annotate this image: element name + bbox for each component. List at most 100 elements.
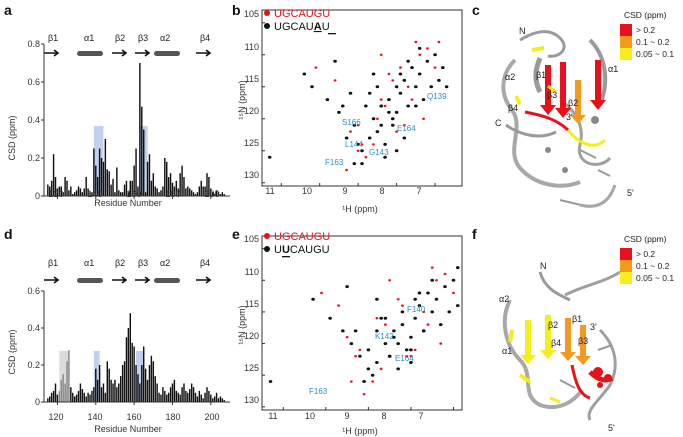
peak-black [430,278,435,282]
csd-bar [100,387,103,402]
peak-red [333,79,337,82]
csd-bar [133,165,135,196]
peak-red [422,310,426,314]
ss-arrow-b3-d [135,276,151,284]
peak-red [410,98,414,101]
peak-red [379,367,383,371]
csd-bar [144,368,147,402]
ss-helix-a1-d [77,278,103,283]
csd-bar [116,387,118,402]
csd-bar [208,177,210,196]
csd-bar [215,392,218,402]
peak-red [358,348,362,352]
csd-bar [96,177,99,196]
csd-bar [198,186,201,196]
peak-red [349,380,353,383]
csd-bar [154,186,156,196]
peak-red [406,85,410,89]
csd-bar [167,177,170,196]
y-tick-d-0: 0 [35,397,40,407]
peak-black [396,342,400,346]
residue-label-e164-b: E164 [397,124,416,133]
csd-bar [83,188,85,196]
ss-arrow-b1 [44,49,60,57]
csd-bar [60,379,62,402]
x-tick-a-200: 200 [204,189,219,199]
csd-bar [150,180,153,196]
struct-label-a2-f: α2 [499,294,509,304]
csd-bar [106,169,108,196]
csd-legend-swatch-yellow-f [620,272,632,284]
peak-black [421,329,426,333]
ss-label-a2: α2 [160,33,170,43]
peak-red [439,342,443,345]
csd-bar [221,192,224,196]
peak-black [440,66,445,70]
y-tick-d-2: 0.4 [27,323,40,333]
csd-bar [95,368,97,402]
residue-label-e164-e: E164 [395,354,414,363]
csd-legend-swatch-red-f [620,248,632,260]
csd-bar [104,139,107,196]
csd-bar [206,387,208,402]
struct-label-a2-c: α2 [505,72,515,82]
peak-black [402,136,407,140]
peak-red [379,98,383,101]
csd-bar [154,376,156,402]
csd-legend-swatch-red-c [620,24,632,36]
csd-bar [81,192,84,196]
y-tick-e-120: 120 [244,331,259,341]
csd-bar [52,390,55,402]
peak-red [395,130,399,133]
peak-black [379,316,383,320]
csd-bar [47,184,49,196]
csd-bar [187,186,189,196]
csd-legend-005-01-f: 0.05 ~ 0.1 [636,273,674,283]
peak-red [354,355,358,358]
peak-red [414,40,418,44]
csd-bar [160,190,162,196]
csd-bar [221,398,224,402]
csd-bar [189,188,191,196]
ss-label-a1-d: α1 [84,258,94,268]
residue-label-f140: F140 [407,305,426,314]
ss-label-b3: β3 [138,33,148,43]
csd-bar [108,171,110,196]
peak-black [310,85,314,89]
x-tick-d-200: 200 [204,412,219,422]
struct-label-3p-f: 3' [590,322,597,332]
csd-bar [169,173,172,196]
peak-black [425,59,430,63]
peak-black [375,130,380,134]
peak-black [417,291,422,295]
peak-black [433,53,437,57]
peak-black [392,335,396,339]
peak-black [268,380,273,384]
hsqc-spectrum-b [261,9,463,187]
csd-legend-01-02-f: 0.1 ~ 0.2 [636,261,670,271]
legend-label-ugcaugu-b: UGCAUGU [274,8,330,20]
residue-label-k142: K142 [375,332,394,341]
peak-black [437,78,441,82]
peak-black [360,162,364,166]
peak-black [367,136,372,140]
csd-bar [104,392,107,402]
y-tick-e-115: 115 [245,299,259,309]
x-tick-a-180: 180 [165,189,180,199]
csd-bar [204,186,206,196]
peak-red [360,143,364,146]
peak-red [387,72,391,76]
peak-red [320,291,323,295]
csd-bar [106,361,108,402]
peak-black [387,98,391,102]
csd-bar [219,396,222,402]
csd-bar [202,186,204,196]
csd-bar [116,167,118,196]
peak-black [455,266,460,270]
ss-arrow-b4-d [196,276,212,284]
legend-dot-black-b [264,23,270,29]
peak-black [400,323,405,327]
csd-bar [54,383,57,402]
peak-black [392,329,396,333]
legend-dot-red-b [264,10,270,16]
